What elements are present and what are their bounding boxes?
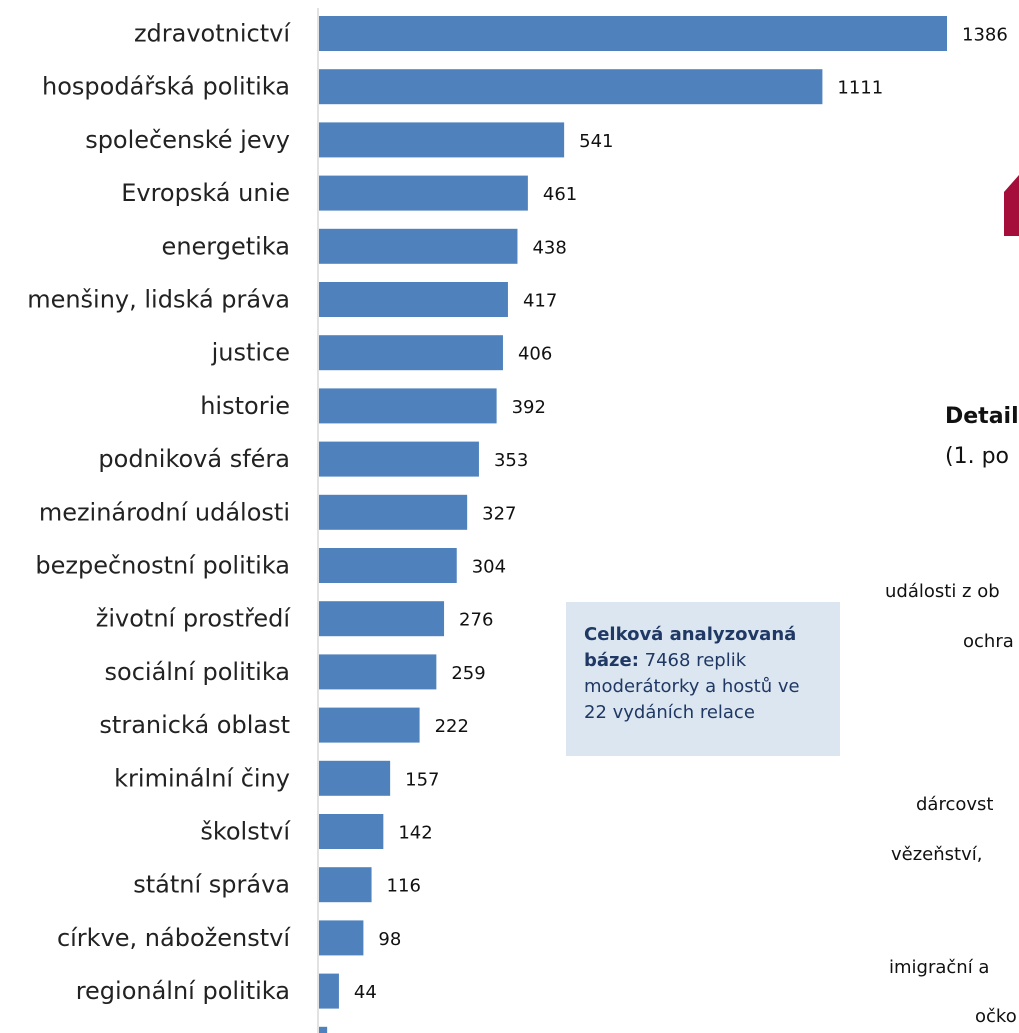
category-label-13: stranická oblast <box>99 711 290 739</box>
value-label-11: 276 <box>459 610 493 631</box>
value-label-16: 116 <box>387 876 421 897</box>
bar-17 <box>319 920 364 956</box>
category-label-14: kriminální činy <box>114 764 290 792</box>
value-label-12: 259 <box>451 663 485 684</box>
category-label-7: historie <box>200 392 290 420</box>
category-label-2: společenské jevy <box>85 126 290 154</box>
bar-4 <box>319 228 518 264</box>
value-label-13: 222 <box>435 716 469 737</box>
bar-8 <box>319 441 479 477</box>
bar-16 <box>319 867 372 903</box>
bar-13 <box>319 707 420 743</box>
bar-12 <box>319 654 437 690</box>
value-label-4: 438 <box>532 237 566 258</box>
detail-item-2: dárcovst <box>916 794 993 815</box>
detail-item-3: vězeňství, <box>891 844 982 865</box>
detail-item-4: imigrační a <box>889 957 989 978</box>
value-label-17: 98 <box>378 929 401 950</box>
bar-19 <box>319 1026 328 1033</box>
value-label-1: 1111 <box>837 78 883 99</box>
bar-15 <box>319 814 384 849</box>
bar-10 <box>319 548 457 583</box>
value-label-14: 157 <box>405 769 439 790</box>
bar-18 <box>319 973 339 1009</box>
bar-3 <box>319 175 528 211</box>
bar-11 <box>319 601 445 637</box>
bar-5 <box>319 282 508 317</box>
category-label-3: Evropská unie <box>121 179 290 207</box>
value-label-8: 353 <box>494 450 528 471</box>
detail-item-5: očko <box>975 1006 1017 1027</box>
bar-1 <box>319 69 823 105</box>
detail-subtitle-fragment: (1. po <box>945 444 1009 469</box>
category-label-5: menšiny, lidská práva <box>27 286 290 314</box>
category-label-9: mezinárodní události <box>39 498 290 526</box>
category-label-0: zdravotnictví <box>134 20 291 48</box>
category-label-16: státní správa <box>133 871 290 899</box>
value-label-10: 304 <box>472 557 506 578</box>
value-label-5: 417 <box>523 291 557 312</box>
detail-item-0: události z ob <box>885 581 1000 602</box>
info-box: Celková analyzovaná báze: 7468 replik mo… <box>566 602 840 756</box>
detail-title-fragment: Detail <box>945 404 1019 429</box>
category-label-10: bezpečnostní politika <box>35 552 290 580</box>
bar-9 <box>319 494 468 530</box>
bar-7 <box>319 388 497 424</box>
category-label-6: justice <box>211 339 290 367</box>
value-label-0: 1386 <box>962 25 1008 46</box>
accent-shape <box>1004 175 1019 236</box>
category-label-19: obrana, armáda <box>98 1030 290 1033</box>
bar-6 <box>319 335 503 371</box>
bar-2 <box>319 122 565 158</box>
value-label-6: 406 <box>518 344 552 365</box>
value-label-15: 142 <box>398 823 432 844</box>
category-label-4: energetika <box>162 232 290 260</box>
category-label-11: životní prostředí <box>96 605 292 633</box>
category-label-12: sociální politika <box>105 658 290 686</box>
info-box-text: 7468 replik moderátorky a hostů ve 22 vy… <box>584 650 800 723</box>
value-label-2: 541 <box>579 131 613 152</box>
category-label-17: církve, náboženství <box>57 924 291 952</box>
value-label-7: 392 <box>512 397 546 418</box>
bar-0 <box>319 16 947 51</box>
category-label-8: podniková sféra <box>98 445 290 473</box>
category-label-1: hospodářská politika <box>42 73 290 101</box>
category-label-18: regionální politika <box>76 977 290 1005</box>
info-box-bold: Celková analyzovaná báze: <box>584 624 797 671</box>
value-label-9: 327 <box>482 503 516 524</box>
bar-14 <box>319 760 391 796</box>
value-label-18: 44 <box>354 982 377 1003</box>
value-label-3: 461 <box>543 184 577 205</box>
category-label-15: školství <box>200 818 291 846</box>
detail-item-1: ochra <box>963 631 1014 652</box>
